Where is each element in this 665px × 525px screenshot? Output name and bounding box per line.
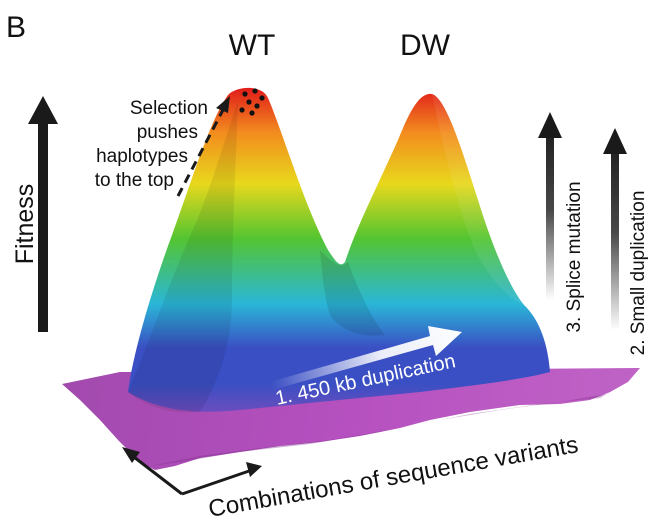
selection-arrow [176,107,226,197]
fitness-axis-shaft [38,120,48,332]
landscape-base-shadow [150,386,620,466]
selection-note-line-3: haplotypes [96,146,188,167]
mountain-shading-valley [320,250,385,336]
combinations-axis-left [129,452,183,496]
small-duplication-arrow-head [603,128,627,154]
fitness-axis-label: Fitness [11,184,39,265]
fitness-axis-head [28,96,58,124]
panel-letter: B [6,11,26,44]
small-duplication-label: 2. Small duplication [628,191,649,356]
mountain-shading-right [432,94,524,305]
mountain-shading-left [128,100,238,413]
combinations-axis-left-head [122,447,140,463]
splice-mutation-arrow-head [538,112,562,138]
selection-note-line-4: to the top [95,170,174,191]
combinations-axis-right-head [246,462,262,477]
haplotype-dots [239,88,265,116]
selection-note-line-2: pushes [137,122,198,143]
small-duplication-arrow-shaft [611,150,619,332]
splice-mutation-label: 3. Splice mutation [564,181,585,332]
duplication-arrow-450kb [270,326,462,390]
selection-arrow-head [216,96,230,113]
splice-mutation-arrow-shaft [546,134,554,304]
combinations-axis-right [181,468,253,496]
peak-label-dw: DW [400,29,451,62]
selection-note-line-1: Selection [130,98,208,119]
peak-label-wt: WT [229,29,276,62]
